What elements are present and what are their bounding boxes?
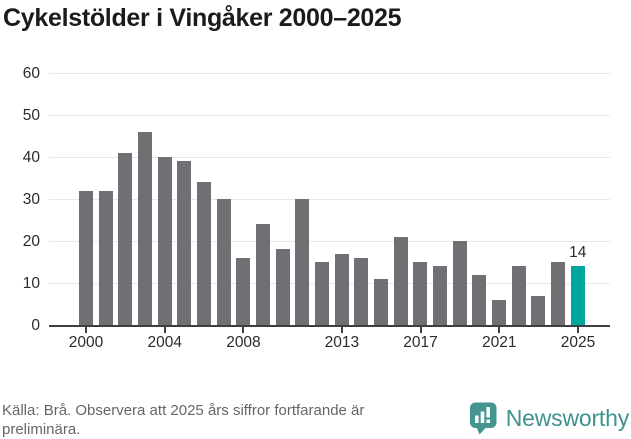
x-tick-mark xyxy=(242,327,245,333)
bar-2011 xyxy=(295,199,310,325)
gridline xyxy=(49,283,610,284)
x-tick-label: 2008 xyxy=(226,334,261,351)
y-tick-label: 20 xyxy=(22,233,40,250)
bar-2010 xyxy=(275,249,290,325)
bar-2023 xyxy=(531,296,546,325)
x-tick-mark xyxy=(340,327,343,333)
gridline xyxy=(49,115,610,116)
bar-2022 xyxy=(511,266,526,325)
source-note: Källa: Brå. Observera att 2025 års siffr… xyxy=(2,402,365,438)
bar-2019 xyxy=(452,241,467,325)
gridline xyxy=(49,157,610,158)
x-tick-label: 2025 xyxy=(560,334,596,351)
newsworthy-wordmark: Newsworthy xyxy=(505,404,629,431)
speech-bubble-bar-chart-icon xyxy=(469,402,497,435)
x-tick-label: 2017 xyxy=(403,334,438,351)
bar-2013 xyxy=(334,254,349,325)
bar-2017 xyxy=(413,262,428,325)
y-tick-label: 0 xyxy=(31,317,40,334)
x-tick-label: 2021 xyxy=(482,334,517,351)
bar-2004 xyxy=(157,157,172,325)
bar-2001 xyxy=(98,191,113,325)
y-tick-label: 40 xyxy=(22,149,40,166)
bar-2003 xyxy=(138,132,153,325)
plot-area: 0 10 20 30 40 50 60 14 2000 2004 2008 2013 2017 202… xyxy=(23,65,610,351)
gridline xyxy=(49,73,610,74)
x-tick-mark xyxy=(85,327,87,333)
bar-2015 xyxy=(374,279,389,325)
bar-2009 xyxy=(256,224,271,325)
y-tick-label: 10 xyxy=(22,275,40,292)
chart-title: Cykelstölder i Vingåker 2000–2025 xyxy=(3,4,402,32)
highlight-value-label: 14 xyxy=(569,244,587,261)
x-tick-label: 2004 xyxy=(147,334,182,351)
bar-2002 xyxy=(118,153,133,325)
bar-2025: 14 xyxy=(569,244,586,325)
gridline xyxy=(49,199,610,200)
x-tick-label: 2013 xyxy=(324,334,360,351)
bar-2020 xyxy=(472,275,487,325)
x-tick-mark xyxy=(419,327,422,333)
bar-2007 xyxy=(216,199,231,325)
bar-2014 xyxy=(354,258,369,325)
y-tick-label: 30 xyxy=(22,191,40,208)
x-tick-mark xyxy=(498,327,501,333)
bar-2006 xyxy=(197,182,212,325)
newsworthy-logo: Newsworthy xyxy=(468,400,629,435)
x-tick-mark xyxy=(577,327,579,333)
x-tick-label: 2000 xyxy=(68,334,104,351)
bar-2024 xyxy=(551,262,566,325)
bar-2018 xyxy=(433,266,448,325)
bar-2005 xyxy=(177,161,192,325)
bar-2012 xyxy=(315,262,330,325)
bar-2008 xyxy=(236,258,251,325)
bar-2000 xyxy=(79,191,93,325)
x-tick-mark xyxy=(163,327,166,333)
y-tick-label: 50 xyxy=(22,107,40,124)
bar-2021 xyxy=(492,300,507,325)
bar-2016 xyxy=(393,237,408,325)
bars-container: 14 xyxy=(79,74,586,325)
y-tick-label: 60 xyxy=(22,65,40,82)
x-axis-line xyxy=(49,324,610,327)
gridline xyxy=(49,241,610,242)
